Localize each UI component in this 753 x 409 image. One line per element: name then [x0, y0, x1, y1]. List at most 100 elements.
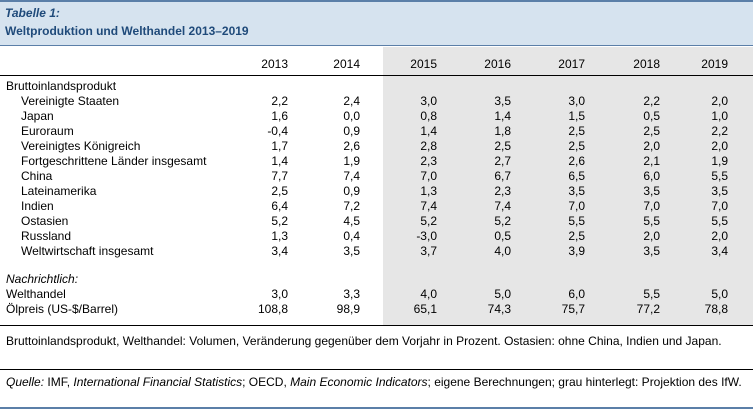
value-cell: 2,3 [494, 184, 511, 198]
value-cell: 7,4 [343, 169, 360, 183]
value-cell: 2,2 [643, 94, 660, 108]
value-cell: 2,5 [568, 229, 585, 243]
value-cell: 3,7 [420, 244, 437, 258]
value-cell: 1,0 [711, 109, 728, 123]
value-cell: 0,8 [420, 109, 437, 123]
row-label: Japan [21, 109, 54, 123]
table-row: Vereinigte Staaten 2,2 2,4 3,0 3,5 3,0 2,2 2,0 [0, 94, 753, 109]
value-cell: 5,5 [568, 214, 585, 228]
footnote: Bruttoinlandsprodukt, Welthandel: Volume… [6, 334, 722, 348]
year-header: 2017 [558, 57, 585, 71]
value-cell: 2,6 [568, 154, 585, 168]
value-cell: 5,2 [494, 214, 511, 228]
year-header: 2014 [333, 57, 360, 71]
value-cell: 2,2 [711, 124, 728, 138]
year-header: 2015 [410, 57, 437, 71]
value-cell: 7,4 [494, 199, 511, 213]
value-cell: 1,3 [271, 229, 288, 243]
table-row: Indien 6,4 7,2 7,4 7,4 7,0 7,0 7,0 [0, 199, 753, 214]
value-cell: 3,0 [420, 94, 437, 108]
value-cell: 7,0 [711, 199, 728, 213]
value-cell: 5,0 [711, 287, 728, 301]
value-cell: 0,0 [343, 109, 360, 123]
value-cell: 3,5 [343, 244, 360, 258]
row-label: China [21, 169, 53, 183]
value-cell: 1,9 [343, 154, 360, 168]
table-label: Tabelle 1: [5, 6, 60, 20]
value-cell: 1,7 [271, 139, 288, 153]
source-text: ; eigene Berechnungen; grau hinterlegt: … [427, 375, 742, 389]
value-cell: 0,9 [343, 184, 360, 198]
table-row: China 7,7 7,4 7,0 6,7 6,5 6,0 5,5 [0, 169, 753, 184]
value-cell: 3,4 [711, 244, 728, 258]
value-cell: 5,5 [643, 287, 660, 301]
value-cell: 3,0 [568, 94, 585, 108]
value-cell: -0,4 [267, 124, 288, 138]
header-rule [0, 75, 753, 76]
value-cell: 6,0 [568, 287, 585, 301]
value-cell: 1,3 [420, 184, 437, 198]
value-cell: 108,8 [257, 302, 288, 316]
value-cell: 1,4 [271, 154, 288, 168]
section-heading-row: Bruttoinlandsprodukt [0, 79, 753, 94]
table-title: Weltproduktion und Welthandel 2013–2019 [5, 24, 249, 38]
table-row: Fortgeschrittene Länder insgesamt 1,4 1,9 2… [0, 154, 753, 169]
row-label: Weltwirtschaft insgesamt [21, 244, 154, 258]
section-heading-row: Nachrichtlich: [0, 272, 753, 287]
value-cell: 2,5 [568, 139, 585, 153]
value-cell: 3,5 [494, 94, 511, 108]
value-cell: 7,7 [271, 169, 288, 183]
source-publication: International Financial Statistics [73, 375, 243, 389]
value-cell: 3,5 [711, 184, 728, 198]
table-row: Ostasien 5,2 4,5 5,2 5,2 5,5 5,5 5,5 [0, 214, 753, 229]
value-cell: 6,0 [643, 169, 660, 183]
value-cell: 5,5 [643, 214, 660, 228]
value-cell: 3,4 [271, 244, 288, 258]
value-cell: 2,7 [494, 154, 511, 168]
value-cell: 5,2 [271, 214, 288, 228]
value-cell: 3,5 [568, 184, 585, 198]
value-cell: 1,4 [420, 124, 437, 138]
value-cell: 98,9 [336, 302, 360, 316]
value-cell: 1,6 [271, 109, 288, 123]
value-cell: 0,4 [343, 229, 360, 243]
value-cell: 74,3 [487, 302, 511, 316]
value-cell: 4,0 [420, 287, 437, 301]
value-cell: 5,0 [494, 287, 511, 301]
value-cell: 7,4 [420, 199, 437, 213]
value-cell: 6,7 [494, 169, 511, 183]
row-label: Vereinigtes Königreich [21, 139, 141, 153]
value-cell: 2,5 [568, 124, 585, 138]
value-cell: 0,9 [343, 124, 360, 138]
year-header: 2016 [484, 57, 511, 71]
value-cell: 1,8 [494, 124, 511, 138]
title-rule [0, 45, 753, 46]
value-cell: 3,3 [343, 287, 360, 301]
row-label: Welthandel [6, 287, 66, 301]
value-cell: -3,0 [416, 229, 437, 243]
note-rule [0, 369, 753, 370]
table-end-rule [0, 325, 753, 326]
value-cell: 1,5 [568, 109, 585, 123]
value-cell: 5,5 [711, 169, 728, 183]
value-cell: 7,0 [643, 199, 660, 213]
value-cell: 3,9 [568, 244, 585, 258]
year-header: 2018 [633, 57, 660, 71]
value-cell: 75,7 [561, 302, 585, 316]
projection-shading [383, 47, 753, 326]
value-cell: 77,2 [636, 302, 660, 316]
value-cell: 7,0 [568, 199, 585, 213]
value-cell: 7,2 [343, 199, 360, 213]
value-cell: 3,0 [271, 287, 288, 301]
table-row: Euroraum -0,4 0,9 1,4 1,8 2,5 2,5 2,2 [0, 124, 753, 139]
year-header: 2019 [701, 57, 728, 71]
value-cell: 2,5 [643, 124, 660, 138]
value-cell: 2,0 [643, 139, 660, 153]
row-label: Indien [21, 199, 54, 213]
value-cell: 2,2 [271, 94, 288, 108]
value-cell: 3,5 [643, 244, 660, 258]
table-row: Ölpreis (US-$/Barrel) 108,8 98,9 65,1 74,3 75… [0, 302, 753, 317]
title-band: Tabelle 1: Weltproduktion und Welthandel… [0, 0, 753, 46]
value-cell: 78,8 [704, 302, 728, 316]
table-row: Lateinamerika 2,5 0,9 1,3 2,3 3,5 3,5 3,5 [0, 184, 753, 199]
